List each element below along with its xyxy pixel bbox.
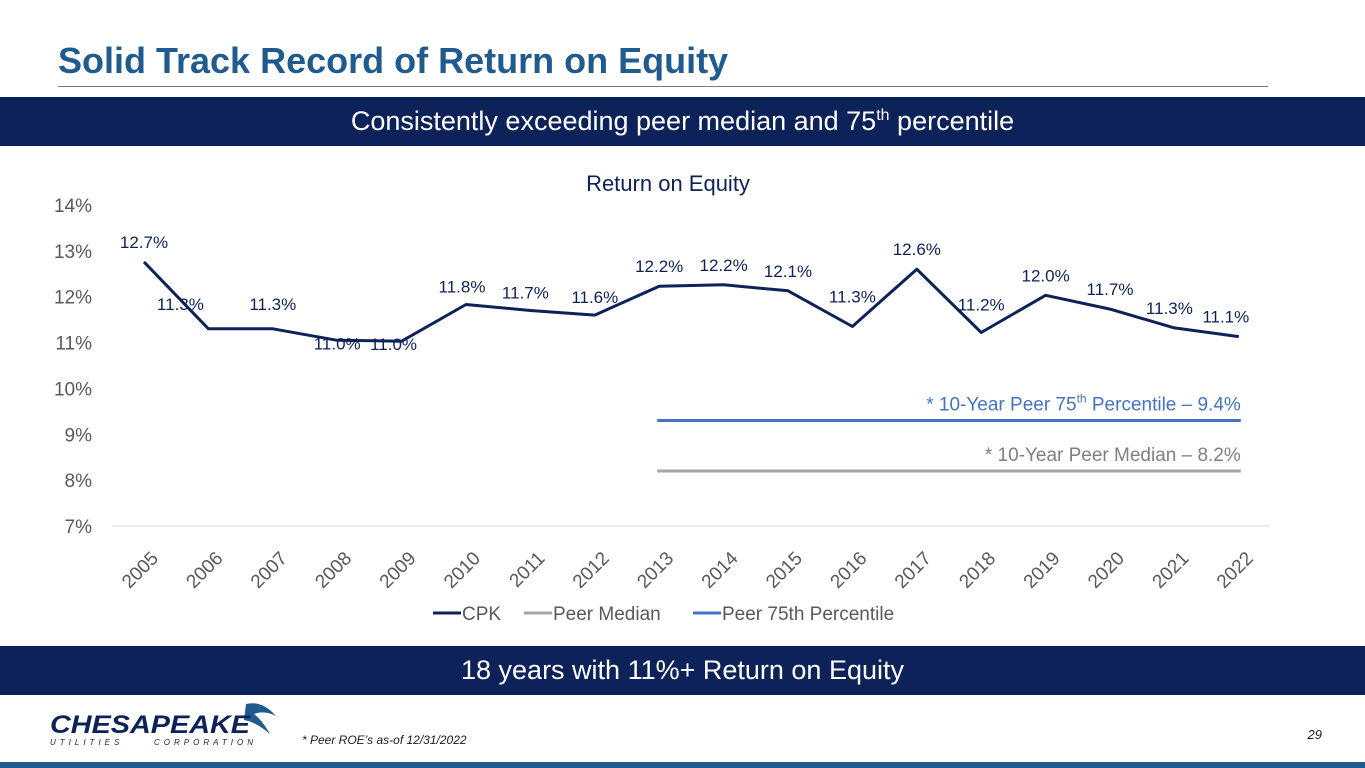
- peer-lines: * 10-Year Peer Median – 8.2% * 10-Year Pe…: [657, 392, 1241, 473]
- footnote: * Peer ROE’s as-of 12/31/2022: [302, 733, 467, 747]
- cpk-data-label: 11.3%: [157, 295, 204, 314]
- cpk-data-label: 11.7%: [1087, 280, 1134, 299]
- cpk-data-label: 11.0%: [314, 334, 361, 353]
- title-divider: [58, 86, 1268, 87]
- y-tick-label: 10%: [54, 379, 92, 400]
- y-tick-label: 12%: [54, 288, 92, 309]
- x-tick-label: 2020: [1084, 548, 1129, 593]
- subtitle-text-end: percentile: [889, 106, 1015, 136]
- cpk-series: 12.7% 11.3% 11.3% 11.0% 11.0% 11.8% 11.7% 11.6%…: [120, 233, 1249, 354]
- summary-banner: 18 years with 11%+ Return on Equity: [0, 646, 1365, 695]
- cpk-data-label: 12.0%: [1021, 266, 1069, 285]
- peer-75th-annotation-rest: Percentile – 9.4%: [1087, 395, 1241, 416]
- x-tick-label: 2010: [440, 548, 485, 593]
- y-tick-label: 13%: [54, 242, 92, 263]
- x-tick-label: 2022: [1213, 548, 1258, 593]
- cpk-data-label: 12.7%: [120, 233, 168, 252]
- x-tick-label: 2009: [376, 548, 421, 593]
- x-tick-label: 2013: [633, 548, 678, 593]
- x-tick-label: 2007: [247, 548, 292, 593]
- peer-75th-annotation-text: * 10-Year Peer 75: [926, 395, 1076, 416]
- x-axis: 2005 2006 2007 2008 2009 2010 2011 2012 2013 2014…: [112, 525, 1270, 593]
- x-tick-label: 2017: [891, 548, 936, 593]
- chart-legend: CPK Peer Median Peer 75th Percentile: [433, 604, 894, 625]
- x-tick-label: 2016: [827, 548, 872, 593]
- cpk-data-label: 11.3%: [1146, 299, 1193, 318]
- cpk-data-label: 11.7%: [502, 283, 549, 302]
- cpk-data-label: 12.2%: [635, 257, 683, 276]
- cpk-data-label: 11.2%: [958, 295, 1005, 314]
- cpk-data-label: 12.2%: [699, 256, 747, 275]
- y-tick-label: 14%: [54, 196, 92, 217]
- legend-peer-75th-label: Peer 75th Percentile: [722, 604, 894, 625]
- x-tick-label: 2008: [311, 548, 356, 593]
- y-tick-label: 8%: [65, 471, 93, 492]
- peer-75th-annotation: * 10-Year Peer 75th Percentile – 9.4%: [926, 392, 1241, 416]
- summary-text: 18 years with 11%+ Return on Equity: [461, 655, 904, 685]
- company-logo: CHESAPEAKE UTILITIES CORPORATION: [50, 703, 276, 747]
- x-tick-label: 2006: [183, 548, 228, 593]
- chart-title: Return on Equity: [586, 171, 750, 196]
- x-tick-label: 2019: [1020, 548, 1065, 593]
- cpk-data-label: 11.3%: [249, 295, 296, 314]
- legend-cpk-label: CPK: [462, 604, 501, 625]
- x-tick-label: 2011: [506, 548, 550, 592]
- peer-75th-annotation-sup: th: [1077, 392, 1087, 406]
- y-tick-label: 7%: [65, 517, 93, 538]
- x-tick-label: 2021: [1149, 548, 1194, 593]
- subtitle-text: Consistently exceeding peer median and 7…: [350, 106, 877, 136]
- x-tick-label: 2014: [698, 548, 743, 593]
- x-tick-label: 2012: [569, 548, 614, 593]
- legend-peer-median-label: Peer Median: [553, 604, 661, 625]
- cpk-data-label: 11.3%: [829, 288, 876, 307]
- cpk-data-label: 11.0%: [370, 335, 417, 354]
- logo-bird-icon: [244, 703, 276, 734]
- roe-line-chart: Return on Equity 7% 8% 9% 10% 11% 12% 13% 14% 2…: [54, 171, 1270, 625]
- cpk-line: [142, 260, 1240, 343]
- cpk-data-label: 11.1%: [1202, 308, 1249, 327]
- y-axis: 7% 8% 9% 10% 11% 12% 13% 14%: [54, 196, 92, 538]
- logo-sub-right: CORPORATION: [154, 738, 257, 747]
- cpk-data-label: 12.6%: [893, 240, 941, 259]
- y-tick-label: 11%: [55, 334, 92, 355]
- page-number: 29: [1307, 727, 1322, 742]
- logo-sub-left: UTILITIES: [50, 738, 123, 747]
- cpk-data-label: 12.1%: [764, 262, 812, 281]
- logo-wordmark: CHESAPEAKE: [50, 711, 252, 739]
- peer-median-annotation: * 10-Year Peer Median – 8.2%: [985, 445, 1241, 466]
- x-tick-label: 2005: [118, 548, 163, 593]
- cpk-data-label: 11.8%: [439, 278, 486, 297]
- x-tick-label: 2015: [762, 548, 807, 593]
- y-tick-label: 9%: [65, 425, 93, 446]
- x-tick-label: 2018: [955, 548, 1000, 593]
- subtitle-superscript: th: [876, 107, 890, 124]
- subtitle-banner: Consistently exceeding peer median and 7…: [0, 97, 1365, 146]
- bottom-accent-bar: [0, 762, 1365, 768]
- cpk-data-label: 11.6%: [571, 288, 618, 307]
- page-title: Solid Track Record of Return on Equity: [58, 40, 729, 81]
